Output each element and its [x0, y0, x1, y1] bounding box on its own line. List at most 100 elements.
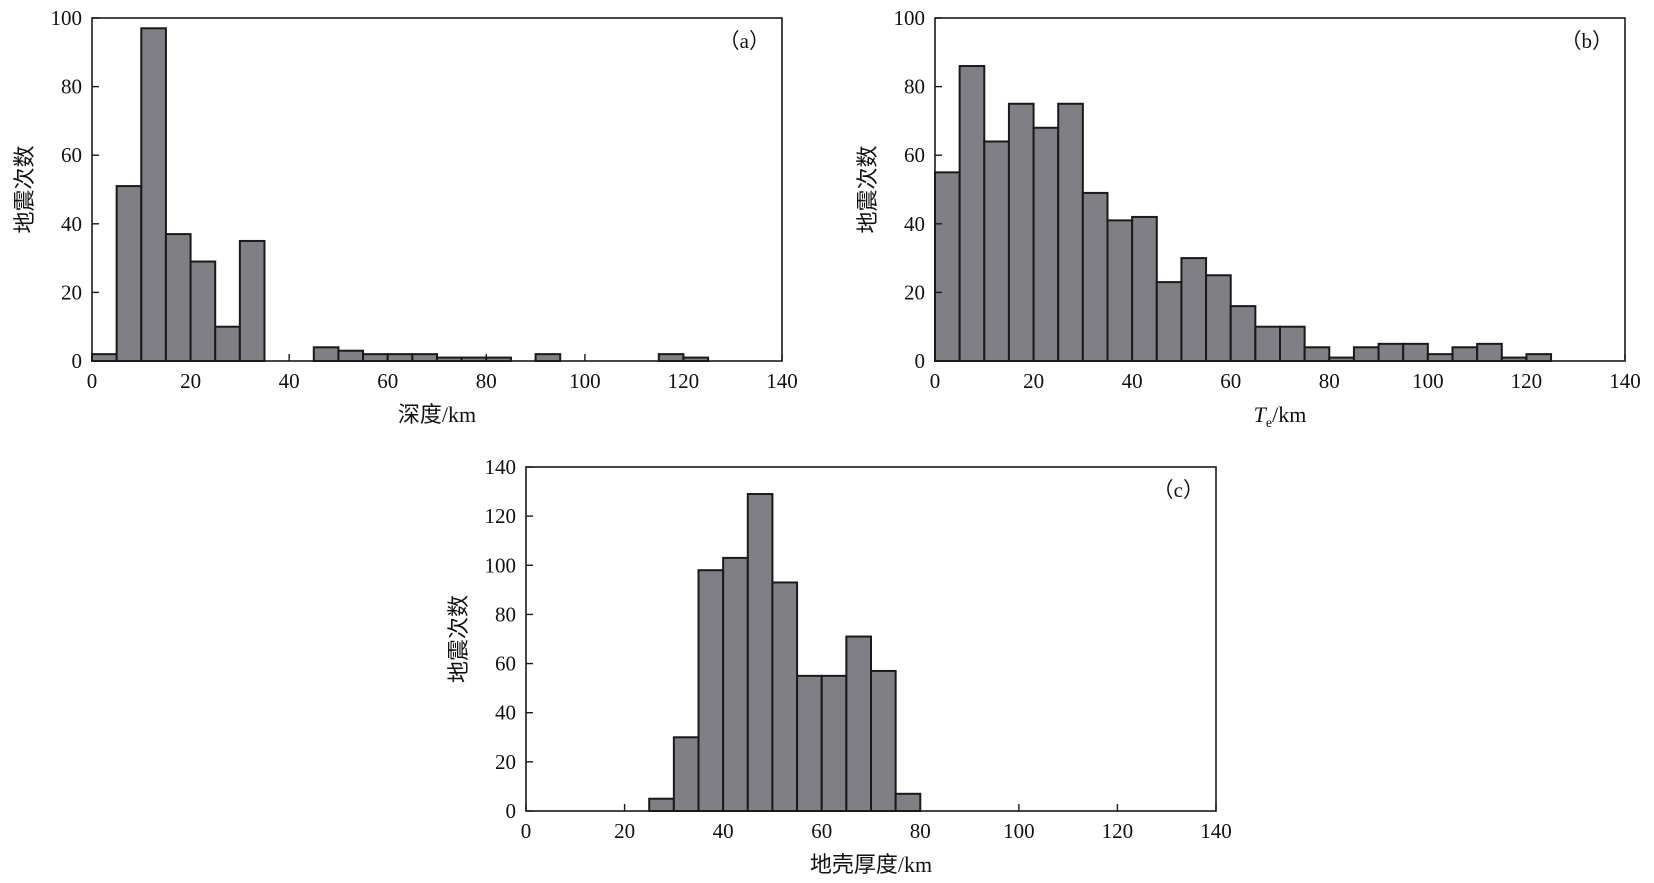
panel-c-tag: （c） [1153, 478, 1204, 502]
panel-c-bar [771, 581, 799, 812]
panel-b-y-tick-label: 40 [904, 212, 925, 236]
panel-b-y-tick-label: 80 [904, 75, 925, 99]
panel-a-plot-frame [91, 17, 783, 362]
panel-a-bar [189, 260, 217, 362]
panel-c-x-tick-label: 20 [614, 819, 635, 843]
panel-a-x-tick-label: 20 [180, 369, 201, 393]
panel-c-ticks: 0 20 40 60 80 100 120 140 0 20 40 60 80 100 120 140 [485, 455, 1232, 843]
panel-c-x-tick-label: 120 [1102, 819, 1134, 843]
panel-a-depth-histogram: 0 20 40 60 80 100 120 140 0 20 40 60 80 100 （a） 深度/km… [12, 6, 798, 427]
panel-b-bar [1155, 281, 1183, 362]
panel-b-x-tick-label: 120 [1511, 369, 1543, 393]
panel-b-x-tick-label: 80 [1319, 369, 1340, 393]
panel-a-bar [337, 349, 365, 362]
panel-a-x-tick-label: 60 [377, 369, 398, 393]
panel-c-y-tick-label: 80 [495, 602, 516, 626]
panel-b-tag: （b） [1561, 29, 1614, 53]
panel-a-bars [91, 27, 710, 363]
panel-c-x-tick-label: 60 [811, 819, 832, 843]
panel-a-tag: （a） [719, 29, 770, 53]
panel-b-bar [1303, 346, 1331, 362]
panel-a-x-tick-label: 0 [87, 369, 98, 393]
panel-c-plot-frame [525, 466, 1217, 812]
panel-b-y-axis-label: 地震次数 [855, 145, 880, 233]
panel-b-bar [1106, 219, 1134, 362]
panel-a-x-tick-label: 100 [569, 369, 601, 393]
panel-b-bar [1525, 353, 1553, 363]
panel-b-bar [1279, 325, 1306, 363]
panel-a-y-tick-label: 20 [61, 280, 82, 304]
panel-b-x-tick-label: 0 [930, 369, 941, 393]
panel-a-bar [386, 353, 414, 363]
panel-c-bar [672, 736, 700, 812]
panel-a-bar [411, 353, 439, 363]
panel-c-y-tick-label: 20 [495, 750, 516, 774]
panel-c-x-tick-label: 40 [713, 819, 734, 843]
panel-c-x-axis-label: 地壳厚度/km [810, 852, 932, 877]
panel-b-te-histogram: 0 20 40 60 80 100 120 140 0 20 40 60 80 100 （b） Te/km… [855, 6, 1641, 431]
panel-c-bar [894, 792, 922, 812]
panel-c-bar [845, 635, 872, 812]
panel-b-bar [1057, 102, 1084, 362]
panel-b-bar [983, 140, 1010, 362]
panel-b-bar [1352, 346, 1380, 362]
panel-a-y-tick-label: 60 [61, 143, 82, 167]
panel-b-bar [934, 171, 961, 362]
panel-c-bar [796, 674, 823, 812]
panel-c-y-tick-label: 100 [485, 553, 517, 577]
panel-b-x-tick-label: 20 [1023, 369, 1044, 393]
panel-b-y-tick-label: 100 [894, 6, 926, 30]
panel-b-bar [1476, 342, 1503, 363]
panel-a-y-axis-label: 地震次数 [12, 145, 37, 233]
panel-b-x-tick-label: 140 [1609, 369, 1641, 393]
panel-c-y-tick-label: 40 [495, 701, 516, 725]
panel-a-x-tick-label: 120 [668, 369, 700, 393]
panel-a-y-tick-label: 80 [61, 75, 82, 99]
panel-a-x-tick-label: 40 [279, 369, 300, 393]
panel-c-y-tick-label: 60 [495, 652, 516, 676]
panel-c-x-tick-label: 100 [1003, 819, 1035, 843]
panel-c-bar [820, 674, 848, 812]
panel-a-bar [238, 239, 266, 362]
panel-b-plot-frame [934, 17, 1626, 362]
panel-c-x-tick-label: 0 [521, 819, 532, 843]
panel-b-y-tick-label: 20 [904, 280, 925, 304]
panel-a-bar [362, 353, 389, 363]
panel-a-y-tick-label: 0 [72, 349, 83, 373]
panel-b-bar [1402, 342, 1429, 363]
panel-b-ticks: 0 20 40 60 80 100 120 140 0 20 40 60 80 100 [894, 6, 1641, 393]
panel-c-y-tick-label: 140 [485, 455, 517, 479]
panel-b-bar [1131, 215, 1158, 362]
panel-c-y-axis-label: 地震次数 [446, 595, 471, 683]
panel-c-bar [722, 556, 749, 813]
panel-a-bar [140, 27, 167, 362]
panel-b-x-axis-label: Te/km [1254, 402, 1307, 431]
panel-b-bar [1451, 346, 1479, 362]
panel-b-bar [1007, 102, 1035, 362]
panel-c-y-tick-label: 0 [506, 799, 517, 823]
panel-b-bar [1229, 305, 1257, 362]
panel-a-bar [534, 353, 562, 363]
panel-a-bar [312, 346, 340, 362]
panel-b-bar [1254, 325, 1282, 363]
panel-c-bar [870, 669, 897, 813]
panel-c-x-tick-label: 80 [910, 819, 931, 843]
panel-a-bar [657, 353, 685, 363]
panel-a-x-axis-label: 深度/km [398, 402, 476, 427]
panel-b-bar [958, 65, 986, 363]
panel-b-x-tick-label: 40 [1122, 369, 1143, 393]
panel-c-crust-thickness-histogram: 0 20 40 60 80 100 120 140 0 20 40 60 80 100 120 140 （c）… [446, 455, 1232, 877]
panel-a-y-tick-label: 40 [61, 212, 82, 236]
panel-a-y-tick-label: 100 [51, 6, 83, 30]
panel-a-bar [115, 185, 143, 362]
panel-b-x-tick-label: 60 [1220, 369, 1241, 393]
panel-b-bar [1377, 342, 1405, 363]
panel-b-y-tick-label: 0 [915, 349, 926, 373]
panel-b-bar [1180, 257, 1208, 363]
panel-a-x-tick-label: 140 [766, 369, 798, 393]
panel-a-ticks: 0 20 40 60 80 100 120 140 0 20 40 60 80 100 [51, 6, 798, 393]
panel-c-bars [648, 493, 922, 813]
panel-c-bar [746, 493, 774, 812]
panel-a-bar [91, 353, 118, 363]
